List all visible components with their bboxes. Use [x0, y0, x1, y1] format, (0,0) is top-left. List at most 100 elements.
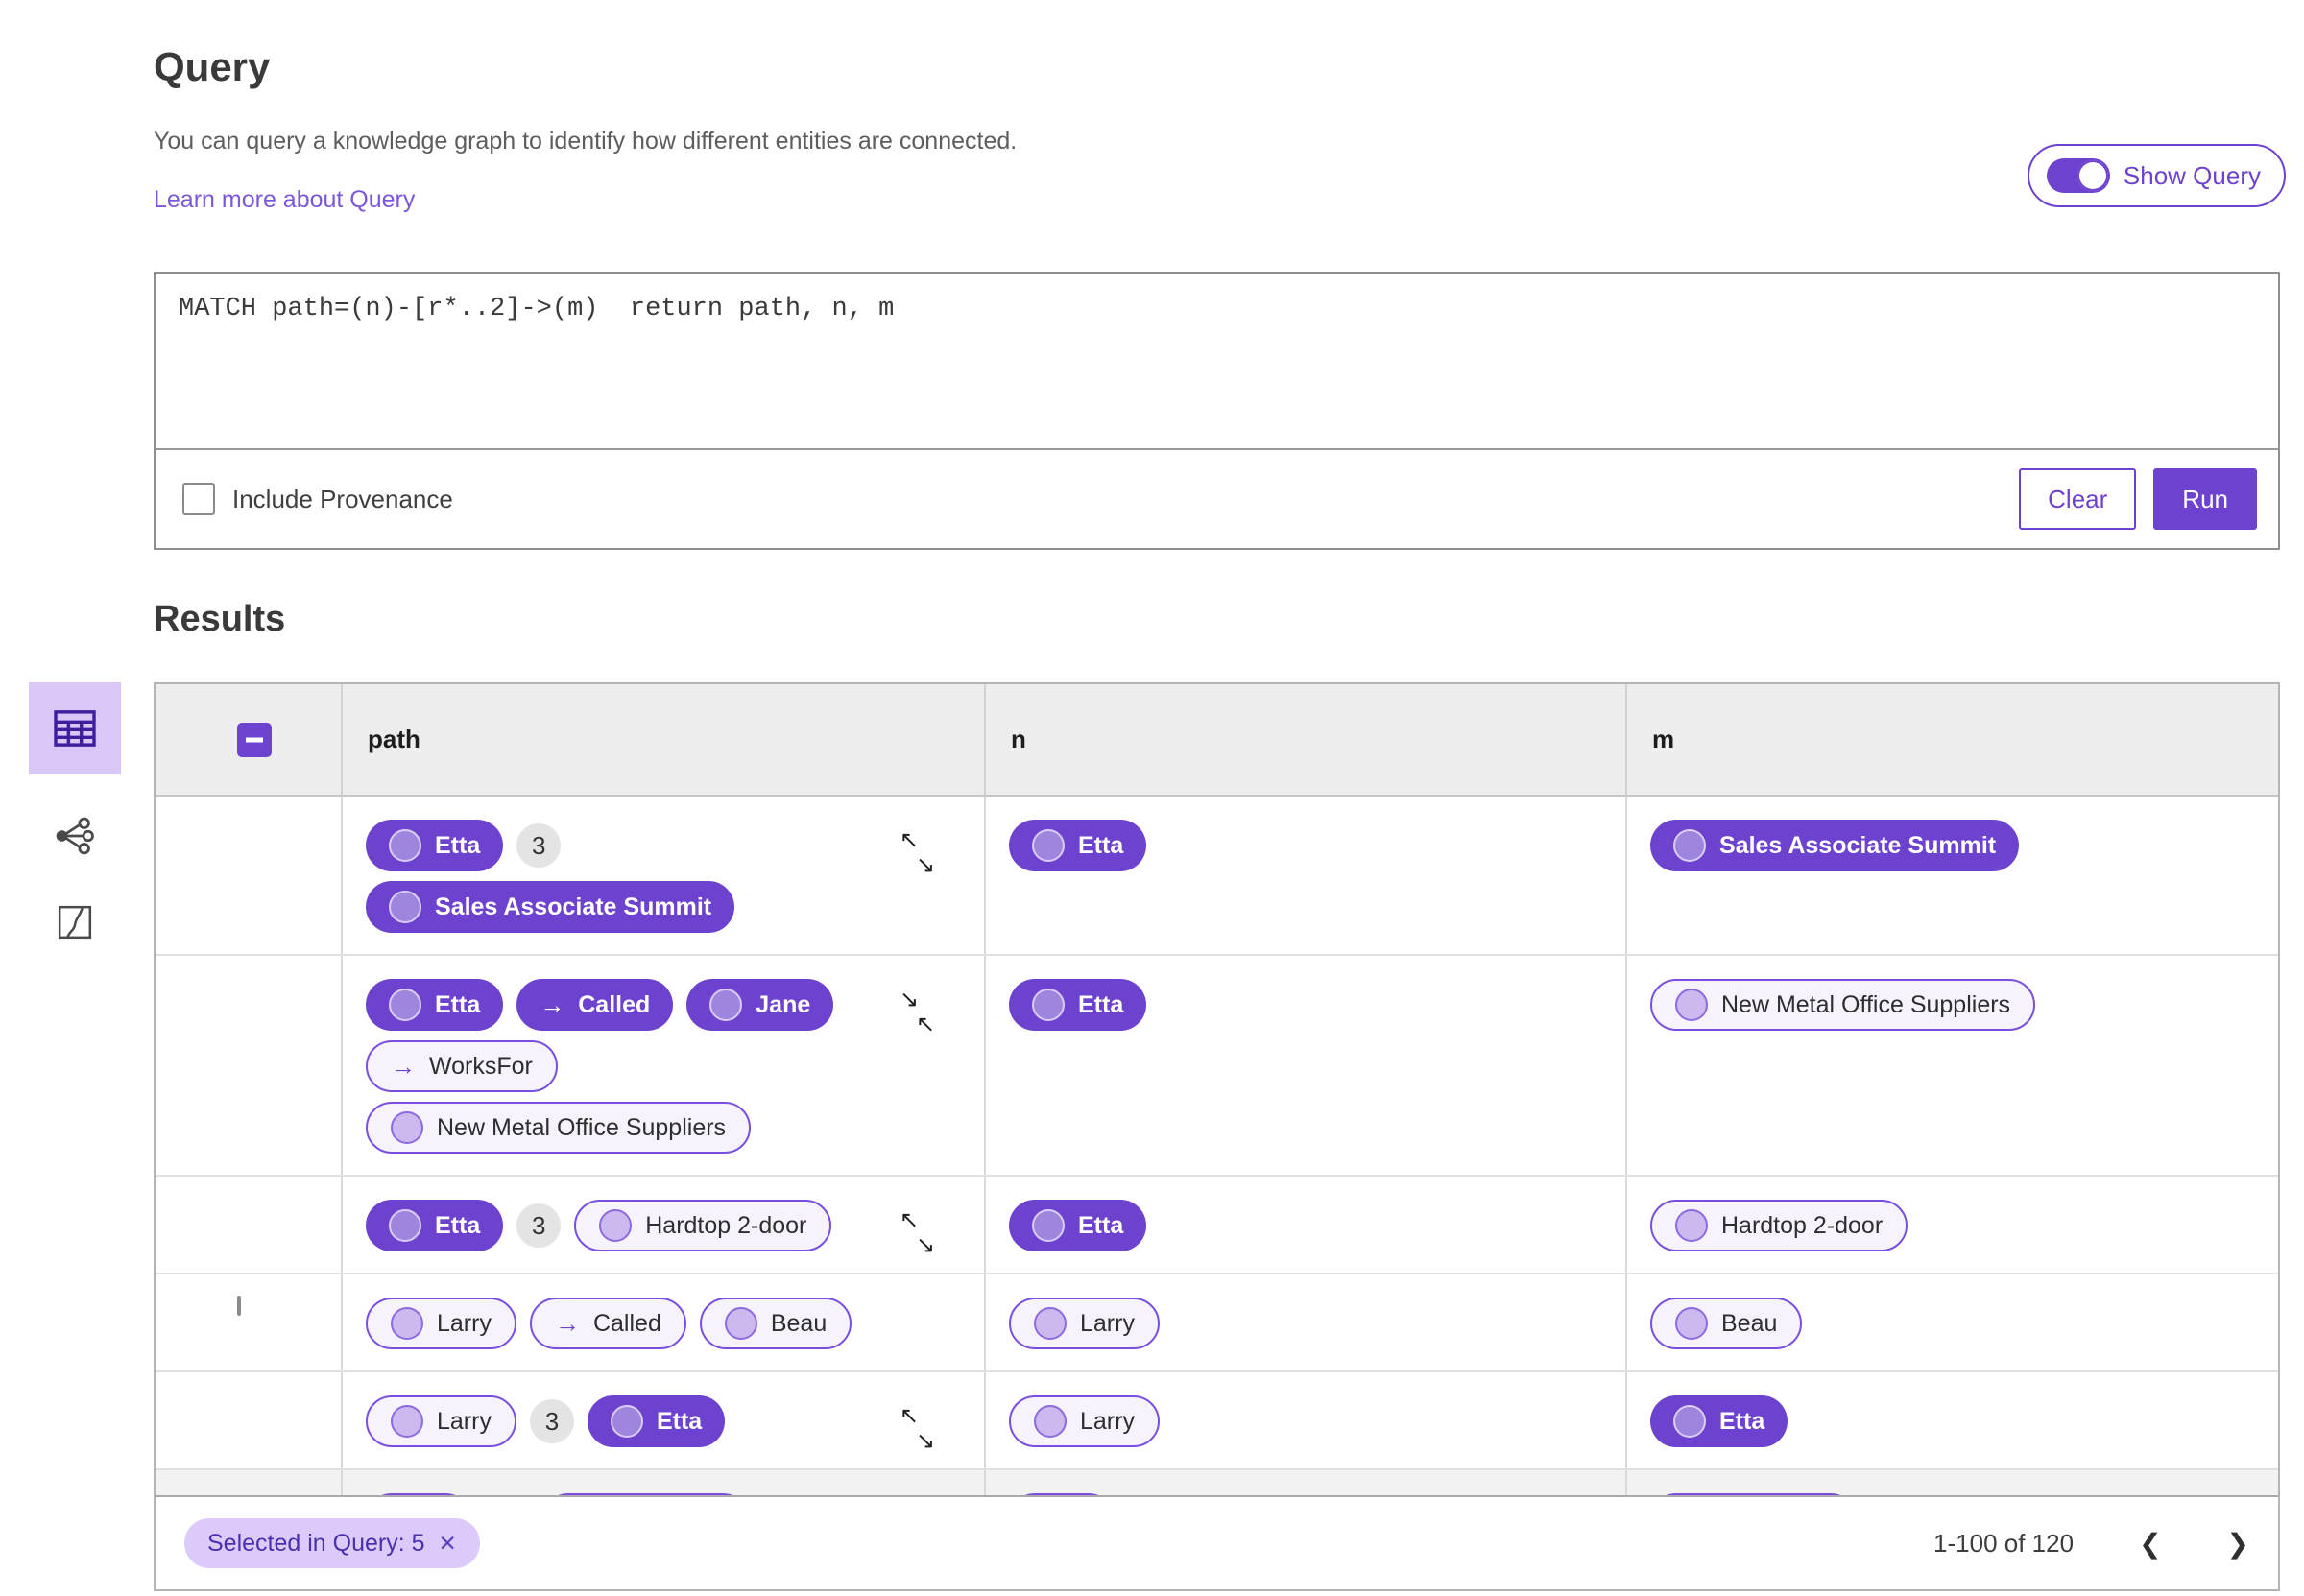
- node-circle-icon: [1675, 1209, 1708, 1243]
- edge-pill[interactable]: → WorksFor: [366, 1040, 558, 1093]
- row-select-cell: [156, 1470, 343, 1496]
- pill-label: Called: [592, 1309, 661, 1337]
- m-cell: Sales Associate Summit: [1627, 797, 2278, 954]
- pill-label: Beau: [1721, 1309, 1778, 1337]
- m-cell: [1627, 1470, 2278, 1496]
- node-pill[interactable]: Hardtop 2-door: [574, 1200, 832, 1252]
- selected-in-query-chip[interactable]: Selected in Query: 5 ✕: [184, 1518, 480, 1569]
- node-pill[interactable]: Etta: [1009, 1200, 1147, 1252]
- expand-cell-icon[interactable]: ↖ ↘: [900, 827, 936, 879]
- row-select-cell: [156, 1177, 343, 1274]
- path-line: Larry 3 Etta: [366, 1395, 961, 1448]
- collapse-cell-icon[interactable]: ↘ ↖: [900, 987, 936, 1038]
- node-pill[interactable]: Sales Associate Summit: [366, 881, 735, 934]
- pill-label: New Metal Office Suppliers: [437, 1113, 727, 1141]
- node-pill[interactable]: [366, 1493, 471, 1496]
- node-pill[interactable]: Beau: [699, 1298, 852, 1350]
- node-pill[interactable]: Etta: [587, 1395, 726, 1448]
- node-circle-icon: [610, 1405, 643, 1439]
- node-pill[interactable]: Sales Associate Summit: [1650, 820, 2020, 872]
- query-editor[interactable]: MATCH path=(n)-[r*..2]->(m) return path,…: [179, 295, 895, 324]
- expand-cell-icon[interactable]: ↖ ↘: [900, 1207, 936, 1259]
- node-circle-icon: [389, 891, 421, 924]
- path-cell: Larry 3 Etta ↖ ↘: [343, 1372, 986, 1469]
- expand-cell-icon[interactable]: ↖ ↘: [900, 1403, 936, 1455]
- cell-line: Larry: [1009, 1298, 1602, 1350]
- node-pill[interactable]: [1650, 1493, 1857, 1496]
- node-pill[interactable]: Etta: [1650, 1395, 1788, 1448]
- node-pill[interactable]: [542, 1493, 749, 1496]
- node-pill[interactable]: Larry: [1009, 1395, 1160, 1448]
- node-circle-icon: [1034, 1405, 1067, 1439]
- node-pill[interactable]: Etta: [366, 1200, 504, 1252]
- close-icon[interactable]: ✕: [438, 1530, 457, 1556]
- pill-label: Sales Associate Summit: [435, 893, 712, 920]
- node-pill[interactable]: Etta: [1009, 979, 1147, 1032]
- m-cell: Beau: [1627, 1274, 2278, 1370]
- n-cell: Etta: [986, 797, 1627, 955]
- node-circle-icon: [1032, 1209, 1065, 1243]
- node-pill[interactable]: New Metal Office Suppliers: [366, 1102, 752, 1155]
- graph-view-button[interactable]: [29, 807, 121, 865]
- path-cell: Larry → Called Beau: [343, 1274, 986, 1371]
- pill-label: Called: [578, 990, 651, 1018]
- node-pill[interactable]: Etta: [366, 820, 504, 872]
- pill-label: Larry: [437, 1407, 492, 1435]
- m-cell: New Metal Office Suppliers: [1627, 956, 2278, 1175]
- pill-label: Hardtop 2-door: [1721, 1211, 1884, 1239]
- column-header-m[interactable]: m: [1652, 725, 1675, 754]
- edge-pill[interactable]: → Called: [516, 979, 674, 1032]
- node-pill[interactable]: Jane: [686, 979, 834, 1032]
- node-pill[interactable]: Etta: [1009, 820, 1147, 872]
- path-line: New Metal Office Suppliers: [366, 1102, 961, 1155]
- learn-more-link[interactable]: Learn more about Query: [154, 186, 416, 214]
- show-query-toggle[interactable]: Show Query: [2027, 144, 2286, 207]
- cell-line: [1650, 1493, 2255, 1496]
- pill-label: Etta: [435, 990, 481, 1018]
- n-cell: Etta: [986, 1177, 1627, 1274]
- node-pill[interactable]: Beau: [1650, 1298, 1803, 1350]
- node-circle-icon: [1673, 829, 1706, 863]
- chevron-right-icon[interactable]: ❯: [2226, 1527, 2249, 1560]
- node-pill[interactable]: Larry: [1009, 1298, 1160, 1350]
- column-header-n[interactable]: n: [986, 684, 1627, 796]
- pill-label: Larry: [437, 1309, 492, 1337]
- row-select-cell: [156, 956, 343, 1176]
- page-description: You can query a knowledge graph to ident…: [154, 128, 1018, 155]
- node-circle-icon: [1675, 1307, 1708, 1341]
- toggle-switch-icon[interactable]: [2046, 158, 2110, 193]
- clear-button[interactable]: Clear: [2019, 468, 2137, 531]
- table-view-button[interactable]: [29, 682, 121, 775]
- path-line: [366, 1493, 961, 1496]
- cell-line: Hardtop 2-door: [1650, 1200, 2255, 1252]
- page-title: Query: [154, 44, 271, 89]
- table-row: Etta 3 Sales Associate Summit ↖ ↘ Etta Sales A…: [156, 797, 2278, 957]
- run-button[interactable]: Run: [2153, 468, 2257, 531]
- node-circle-icon: [724, 1307, 757, 1341]
- node-pill[interactable]: Larry: [366, 1298, 516, 1350]
- map-view-button[interactable]: [29, 893, 121, 951]
- pill-label: Etta: [1078, 831, 1124, 859]
- node-pill[interactable]: New Metal Office Suppliers: [1650, 979, 2036, 1032]
- node-circle-icon: [1675, 989, 1708, 1022]
- column-header-path[interactable]: path: [343, 684, 986, 796]
- header-checkbox[interactable]: [237, 722, 272, 757]
- node-circle-icon: [391, 1307, 423, 1341]
- edge-pill[interactable]: → Called: [529, 1298, 686, 1350]
- node-pill[interactable]: Larry: [366, 1395, 516, 1448]
- pill-label: Etta: [435, 1211, 481, 1239]
- row-select-cell: [156, 1372, 343, 1469]
- node-circle-icon: [389, 989, 421, 1022]
- node-pill[interactable]: [1009, 1493, 1115, 1496]
- hop-count-badge: 3: [516, 823, 562, 869]
- pill-label: New Metal Office Suppliers: [1721, 990, 2011, 1018]
- results-title: Results: [154, 599, 286, 640]
- arrow-icon: →: [540, 990, 565, 1020]
- node-pill[interactable]: Etta: [366, 979, 504, 1032]
- chevron-left-icon[interactable]: ❮: [2139, 1527, 2162, 1560]
- node-pill[interactable]: Hardtop 2-door: [1650, 1200, 1908, 1252]
- row-checkbox[interactable]: [237, 1296, 241, 1317]
- path-line: Etta → Called Jane: [366, 979, 961, 1032]
- include-provenance-checkbox[interactable]: [182, 483, 215, 516]
- arrow-icon: →: [554, 1309, 580, 1339]
